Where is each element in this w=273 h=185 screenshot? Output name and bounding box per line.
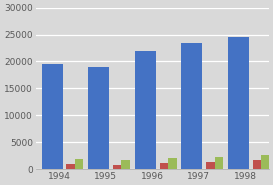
Bar (160, 163, 168, 169)
Bar (66, 164, 75, 169)
Bar (181, 43, 202, 169)
Bar (168, 158, 177, 169)
Bar (88, 67, 109, 169)
Bar (253, 160, 261, 169)
Bar (75, 159, 83, 169)
Bar (261, 155, 270, 169)
Bar (41, 64, 63, 169)
Bar (228, 37, 249, 169)
Bar (113, 165, 121, 169)
Bar (135, 51, 156, 169)
Bar (206, 162, 215, 169)
Bar (215, 157, 223, 169)
Bar (121, 160, 130, 169)
